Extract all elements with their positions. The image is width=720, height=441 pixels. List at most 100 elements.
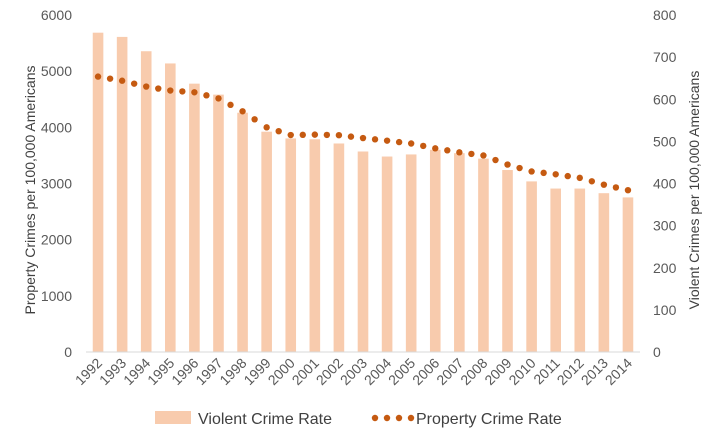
violent-crime-bar-2005 bbox=[405, 154, 417, 352]
left-tick-label-0: 0 bbox=[64, 344, 72, 360]
violent-crime-bar-2013 bbox=[598, 193, 610, 352]
property-crime-dot-34 bbox=[504, 161, 511, 168]
property-crime-dot-27 bbox=[420, 142, 427, 150]
left-tick-label-6000: 6000 bbox=[41, 7, 72, 23]
legend-line-label: Property Crime Rate bbox=[416, 411, 562, 428]
right-tick-label-500: 500 bbox=[653, 133, 677, 149]
x-axis-tick-labels: 1992199319941995199619971998199920002001… bbox=[72, 355, 635, 388]
property-crime-dot-8 bbox=[191, 89, 198, 96]
property-crime-dot-35 bbox=[516, 164, 523, 172]
property-crime-dot-30 bbox=[456, 149, 463, 156]
property-crime-dot-40 bbox=[576, 174, 583, 182]
left-tick-label-1000: 1000 bbox=[41, 288, 72, 304]
right-tick-label-200: 200 bbox=[653, 260, 677, 276]
property-crime-dot-41 bbox=[588, 178, 596, 185]
property-crime-dot-22 bbox=[359, 134, 367, 142]
violent-crime-bar-2002 bbox=[333, 143, 345, 352]
violent-crime-bar-1998 bbox=[237, 112, 248, 352]
violent-crime-bar-2014 bbox=[622, 197, 634, 352]
legend-dot-1 bbox=[371, 414, 379, 422]
right-tick-label-400: 400 bbox=[653, 176, 677, 192]
property-crime-dot-14 bbox=[263, 124, 270, 131]
legend: Violent Crime Rate Property Crime Rate bbox=[155, 411, 562, 428]
property-crime-dot-0 bbox=[94, 73, 102, 80]
property-crime-dot-7 bbox=[179, 88, 186, 95]
property-crime-dot-42 bbox=[600, 181, 608, 188]
property-crime-dot-11 bbox=[227, 101, 234, 109]
property-crime-dot-6 bbox=[167, 87, 174, 94]
legend-dot-4 bbox=[407, 414, 415, 422]
property-crime-dot-4 bbox=[143, 83, 150, 90]
right-tick-label-800: 800 bbox=[653, 7, 677, 23]
property-crime-dot-31 bbox=[468, 150, 475, 158]
x-tick-label-2014: 2014 bbox=[602, 355, 635, 388]
property-crime-dot-37 bbox=[540, 169, 547, 177]
property-crime-dot-38 bbox=[552, 171, 559, 178]
property-crime-dot-29 bbox=[444, 147, 451, 154]
violent-crime-bar-1996 bbox=[189, 83, 200, 352]
property-crime-dot-13 bbox=[251, 116, 258, 123]
right-axis-tick-labels: 0 100 200 300 400 500 600 700 800 bbox=[653, 7, 677, 360]
property-crime-dot-24 bbox=[383, 137, 391, 144]
property-crime-dot-5 bbox=[155, 85, 162, 92]
right-tick-label-600: 600 bbox=[653, 91, 677, 107]
violent-crime-bars bbox=[92, 32, 634, 353]
violent-crime-bar-2008 bbox=[478, 158, 489, 352]
property-crime-dot-9 bbox=[203, 92, 210, 99]
property-crime-dot-15 bbox=[275, 127, 282, 135]
legend-dot-3 bbox=[395, 414, 403, 422]
legend-bar-label: Violent Crime Rate bbox=[198, 411, 332, 428]
violent-crime-bar-1992 bbox=[92, 32, 104, 352]
violent-crime-bar-2003 bbox=[357, 151, 369, 352]
right-tick-label-100: 100 bbox=[653, 302, 677, 318]
violent-crime-bar-1997 bbox=[213, 94, 224, 353]
violent-crime-bar-1993 bbox=[116, 36, 128, 353]
property-crime-dot-10 bbox=[215, 95, 222, 102]
property-crime-dot-43 bbox=[612, 184, 620, 191]
property-crime-dot-39 bbox=[564, 172, 571, 180]
left-tick-label-4000: 4000 bbox=[41, 119, 72, 135]
right-tick-label-300: 300 bbox=[653, 218, 677, 234]
property-crime-dot-19 bbox=[323, 131, 331, 139]
property-crime-dot-28 bbox=[432, 145, 439, 152]
property-crime-dot-36 bbox=[528, 168, 535, 175]
property-crime-dot-23 bbox=[371, 136, 379, 143]
property-crime-dots bbox=[94, 73, 632, 194]
violent-crime-bar-2001 bbox=[309, 139, 321, 352]
right-axis-title: Violent Crimes per 100,000 Americans bbox=[686, 71, 702, 310]
violent-crime-bar-2012 bbox=[574, 188, 586, 352]
violent-crime-bar-2004 bbox=[381, 156, 393, 352]
property-crime-dot-25 bbox=[395, 138, 403, 146]
property-crime-dot-20 bbox=[335, 132, 343, 139]
right-tick-label-700: 700 bbox=[653, 49, 677, 65]
property-crime-dot-16 bbox=[287, 131, 294, 139]
left-axis-tick-labels: 0 1000 2000 3000 4000 5000 6000 bbox=[41, 7, 72, 360]
property-crime-dot-17 bbox=[299, 131, 306, 139]
violent-crime-bar-1999 bbox=[261, 131, 272, 352]
property-crime-dot-1 bbox=[106, 75, 114, 82]
violent-crime-bar-2000 bbox=[285, 138, 297, 352]
property-crime-dot-33 bbox=[492, 156, 499, 164]
violent-crime-bar-2010 bbox=[526, 181, 537, 352]
left-tick-label-5000: 5000 bbox=[41, 63, 72, 79]
violent-crime-bar-2009 bbox=[502, 170, 513, 352]
legend-dot-2 bbox=[383, 414, 391, 422]
property-crime-dot-18 bbox=[311, 131, 319, 138]
violent-crime-bar-2006 bbox=[429, 149, 441, 352]
right-tick-label-0: 0 bbox=[653, 344, 661, 360]
left-axis-title: Property Crimes per 100,000 Americans bbox=[22, 66, 38, 315]
violent-crime-bar-2007 bbox=[454, 153, 465, 352]
left-tick-label-2000: 2000 bbox=[41, 232, 72, 248]
left-tick-label-3000: 3000 bbox=[41, 176, 72, 192]
violent-crime-bar-2011 bbox=[550, 188, 561, 352]
property-crime-dot-3 bbox=[130, 80, 138, 87]
violent-crime-bar-1995 bbox=[165, 63, 176, 352]
property-crime-dot-44 bbox=[624, 186, 632, 194]
property-crime-dot-12 bbox=[239, 108, 246, 115]
legend-bar-swatch bbox=[155, 411, 191, 424]
property-crime-dot-2 bbox=[118, 77, 126, 84]
property-crime-dot-32 bbox=[480, 152, 487, 159]
violent-crime-bar-1994 bbox=[140, 51, 152, 352]
